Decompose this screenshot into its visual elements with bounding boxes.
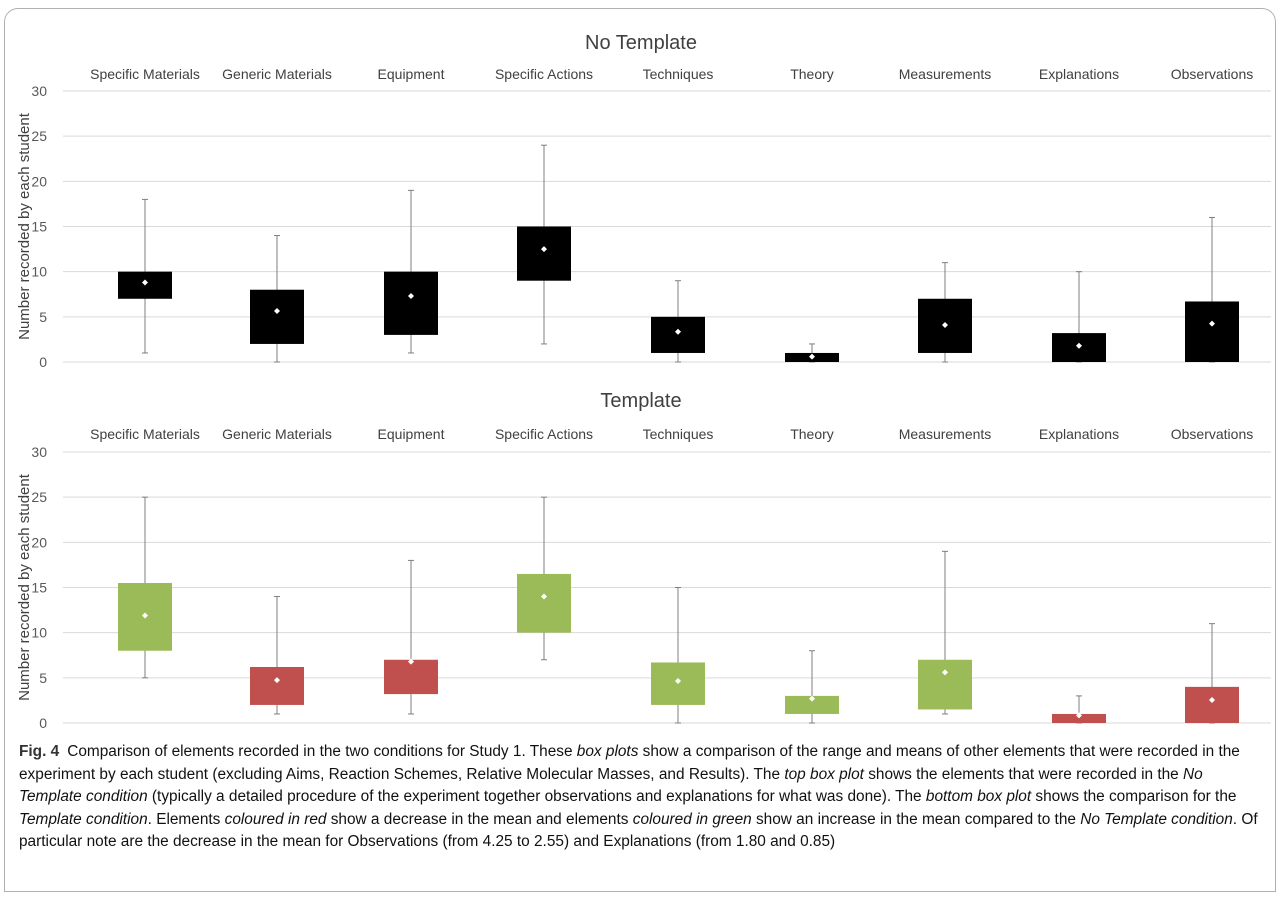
box [918, 659, 972, 710]
category-label: Specific Actions [495, 66, 593, 82]
mean-marker [675, 677, 681, 684]
y-tick-label: 25 [31, 489, 47, 505]
category-label: Observations [1171, 426, 1253, 442]
y-tick-label: 20 [31, 173, 47, 189]
caption-emphasis: coloured in green [632, 810, 752, 828]
caption-fragment: shows the comparison for the [1031, 788, 1237, 805]
category-label: Specific Actions [495, 426, 593, 442]
mean-marker [274, 677, 280, 684]
caption-fragment: . Elements [147, 810, 225, 828]
mean-marker [142, 612, 148, 619]
y-tick-label: 10 [31, 625, 47, 641]
category-label: Measurements [899, 426, 992, 442]
category-label: Generic Materials [222, 426, 332, 442]
box [384, 271, 438, 335]
mean-marker [142, 279, 148, 286]
chart-title: No Template [585, 32, 697, 54]
category-label: Theory [790, 66, 834, 82]
caption-fragment: show a decrease in the mean and elements [326, 810, 633, 828]
figure-panel: No Template 0 5 10 15 20 25 30 Number recorded b… [4, 8, 1276, 892]
caption-emphasis: box plots [576, 743, 639, 760]
category-label: Techniques [643, 66, 714, 82]
y-tick-label: 20 [31, 534, 47, 550]
caption-fragment: shows the elements that were recorded in… [863, 765, 1184, 783]
box [1052, 713, 1106, 723]
box [1185, 301, 1239, 362]
y-tick-label: 0 [39, 715, 47, 731]
box [1185, 686, 1239, 723]
figure-caption: Fig. 4 Comparison of elements recorded in… [19, 741, 1265, 854]
category-label: Generic Materials [222, 66, 332, 82]
y-axis-label: Number recorded by each student [16, 473, 33, 701]
box [250, 289, 304, 344]
caption-text: Comparison of elements recorded in the t… [19, 743, 1258, 850]
y-tick-label: 10 [31, 264, 47, 280]
category-label: Specific Materials [90, 426, 200, 442]
box [651, 316, 705, 353]
y-tick-label: 5 [39, 670, 47, 686]
category-label: Observations [1171, 66, 1253, 82]
box-plot-figure: No Template 0 5 10 15 20 25 30 Number recorded b… [16, 32, 1271, 731]
mean-marker [541, 246, 547, 253]
caption-emphasis: top box plot [784, 765, 864, 783]
mean-marker [408, 293, 414, 300]
mean-marker [1076, 342, 1082, 349]
y-tick-label: 15 [31, 219, 47, 235]
caption-emphasis: coloured in red [224, 810, 327, 828]
category-label: Specific Materials [90, 66, 200, 82]
caption-emphasis: No Template condition [1080, 810, 1233, 828]
mean-marker [942, 321, 948, 328]
mean-marker [809, 353, 815, 360]
mean-marker [809, 695, 815, 702]
y-tick-label: 30 [31, 83, 47, 99]
box [517, 226, 571, 281]
y-tick-label: 30 [31, 444, 47, 460]
caption-fragment: Comparison of elements recorded in the t… [67, 743, 577, 760]
mean-marker [1209, 696, 1215, 703]
mean-marker [1076, 712, 1082, 719]
caption-emphasis: Template condition [19, 810, 148, 828]
category-label: Explanations [1039, 426, 1119, 442]
caption-fragment: show a comparison of the range and means… [19, 743, 1240, 783]
mean-marker [675, 328, 681, 335]
caption-fragment: . Of particular note are the decrease in… [19, 810, 1258, 851]
mean-marker [1209, 320, 1215, 327]
category-label: Equipment [378, 66, 445, 82]
caption-emphasis: No Template condition [19, 765, 1203, 806]
y-tick-label: 15 [31, 580, 47, 596]
category-label: Theory [790, 426, 834, 442]
y-axis-label: Number recorded by each student [16, 112, 33, 340]
y-tick-label: 0 [39, 354, 47, 370]
box [517, 573, 571, 633]
chart-title: Template [600, 390, 681, 412]
box [384, 659, 438, 695]
category-label: Techniques [643, 426, 714, 442]
category-label: Measurements [899, 66, 992, 82]
y-tick-label: 25 [31, 128, 47, 144]
caption-emphasis: bottom box plot [925, 788, 1032, 805]
mean-marker [942, 669, 948, 676]
box [250, 666, 304, 705]
mean-marker [274, 307, 280, 314]
box [785, 695, 839, 714]
caption-fragment: (typically a detailed procedure of the e… [147, 788, 926, 805]
category-label: Equipment [378, 426, 445, 442]
mean-marker [541, 593, 547, 600]
category-label: Explanations [1039, 66, 1119, 82]
mean-marker [408, 658, 414, 665]
figure-label: Fig. 4 [19, 743, 60, 760]
caption-fragment: show an increase in the mean compared to… [751, 810, 1081, 828]
y-tick-label: 5 [39, 309, 47, 325]
